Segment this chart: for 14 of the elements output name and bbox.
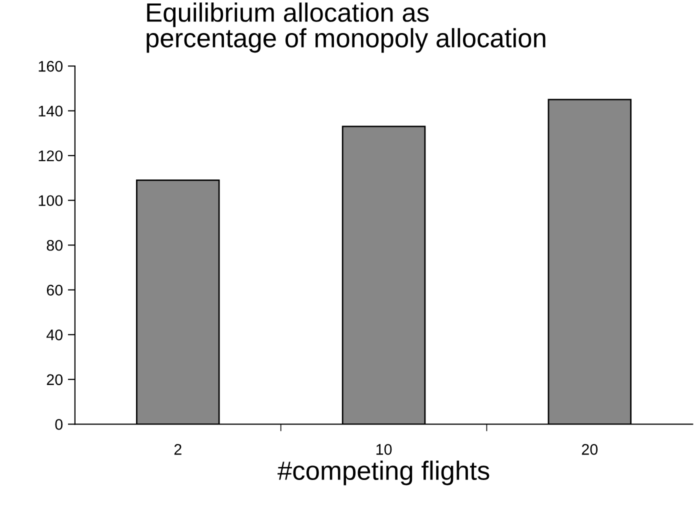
y-tick-label: 140	[38, 106, 63, 116]
chart-title: Equilibrium allocation as percentage of monopoly allocation	[146, 2, 546, 53]
y-tick-label: 120	[38, 150, 63, 162]
y-tick-label: 40	[46, 330, 63, 340]
y-tick-label: 80	[46, 240, 63, 251]
x-tick-label: 10	[376, 444, 392, 455]
x-tick-label: 20	[582, 444, 598, 455]
y-tick-label: 20	[46, 374, 63, 386]
y-tick-label: 100	[38, 195, 63, 206]
y-tick-label: 160	[38, 60, 63, 72]
y-tick-label: 0	[55, 419, 63, 430]
y-tick-label: 60	[46, 284, 63, 296]
x-tick-label: 2	[174, 444, 182, 455]
x-axis-title: #competing flights	[278, 460, 490, 486]
